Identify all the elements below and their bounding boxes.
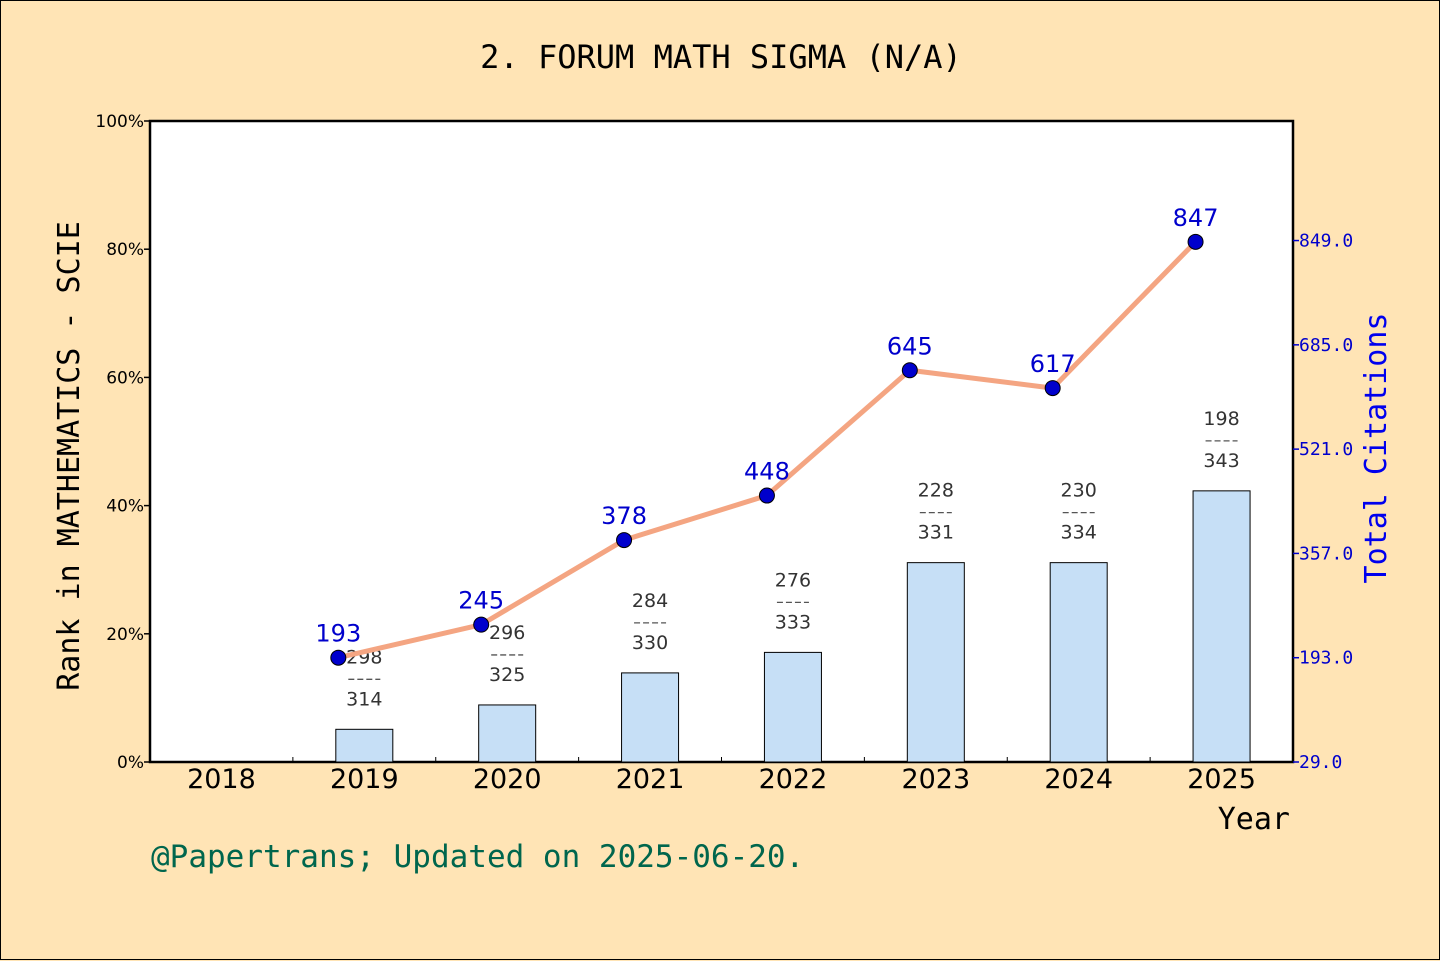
y-axis-label: Rank in MATHEMATICS - SCIE bbox=[52, 221, 87, 691]
bar-rank-label: 296 bbox=[489, 622, 525, 644]
y-tick-label: 100% bbox=[95, 112, 144, 132]
citation-value-label: 645 bbox=[887, 332, 933, 360]
y-tick-label: 40% bbox=[106, 497, 144, 517]
y2-tick-label: 685.0 bbox=[1299, 335, 1353, 356]
x-tick-label: 2018 bbox=[187, 764, 256, 795]
y2-tick-label: 29.0 bbox=[1299, 752, 1342, 773]
citation-value-label: 448 bbox=[744, 458, 790, 486]
citation-point-2020 bbox=[473, 616, 490, 633]
citation-value-label: 378 bbox=[601, 502, 647, 530]
bar-total-label: 314 bbox=[346, 688, 382, 710]
x-tick-label: 2024 bbox=[1044, 764, 1113, 795]
y2-tick-label: 357.0 bbox=[1299, 543, 1353, 564]
chart-title: 2. FORUM MATH SIGMA (N/A) bbox=[480, 38, 962, 76]
citation-value-label: 193 bbox=[315, 620, 361, 648]
citation-value-label: 245 bbox=[458, 587, 504, 615]
x-tick-label: 2022 bbox=[759, 764, 828, 795]
x-axis-label: Year bbox=[1218, 802, 1290, 837]
citation-point-2021 bbox=[616, 532, 633, 549]
citation-point-2023 bbox=[901, 362, 918, 379]
bar-total-label: 333 bbox=[775, 611, 811, 633]
bar-rank-label: 228 bbox=[918, 480, 954, 502]
bar-total-label: 343 bbox=[1203, 450, 1239, 472]
y2-axis-label: Total Citations bbox=[1359, 313, 1394, 584]
y-tick-label: 0% bbox=[117, 753, 144, 773]
citation-point-2024 bbox=[1044, 380, 1061, 397]
y-tick-label: 20% bbox=[106, 625, 144, 645]
bar-2020 bbox=[478, 704, 537, 763]
footer-note: @Papertrans; Updated on 2025-06-20. bbox=[151, 839, 804, 875]
bar-total-label: 334 bbox=[1061, 522, 1097, 544]
x-tick-label: 2025 bbox=[1187, 764, 1256, 795]
bar-total-label: 331 bbox=[918, 522, 954, 544]
plot-area bbox=[148, 119, 1295, 764]
x-tick-label: 2020 bbox=[473, 764, 542, 795]
y-tick-label: 60% bbox=[106, 368, 144, 388]
bar-2022 bbox=[763, 651, 822, 763]
y2-tick-label: 193.0 bbox=[1299, 648, 1353, 669]
citation-value-label: 847 bbox=[1173, 204, 1219, 232]
citation-point-2025 bbox=[1187, 233, 1204, 250]
bar-rank-label: 284 bbox=[632, 590, 668, 612]
bar-2021 bbox=[621, 672, 680, 763]
citation-point-2022 bbox=[758, 487, 775, 504]
bar-2019 bbox=[335, 728, 394, 763]
y-tick-label: 80% bbox=[106, 240, 144, 260]
bar-rank-label: 198 bbox=[1203, 408, 1239, 430]
x-tick-label: 2019 bbox=[330, 764, 399, 795]
bar-rank-label: 276 bbox=[775, 569, 811, 591]
citation-point-2019 bbox=[330, 649, 347, 666]
y2-tick-label: 849.0 bbox=[1299, 231, 1353, 252]
bar-2024 bbox=[1049, 562, 1108, 763]
bar-rank-label: 230 bbox=[1061, 480, 1097, 502]
bar-total-label: 325 bbox=[489, 664, 525, 686]
y2-tick-label: 521.0 bbox=[1299, 439, 1353, 460]
bar-2025 bbox=[1192, 490, 1251, 763]
x-tick-label: 2021 bbox=[616, 764, 685, 795]
x-tick-label: 2023 bbox=[901, 764, 970, 795]
bar-total-label: 330 bbox=[632, 632, 668, 654]
bar-2023 bbox=[906, 562, 965, 763]
citation-value-label: 617 bbox=[1030, 350, 1076, 378]
